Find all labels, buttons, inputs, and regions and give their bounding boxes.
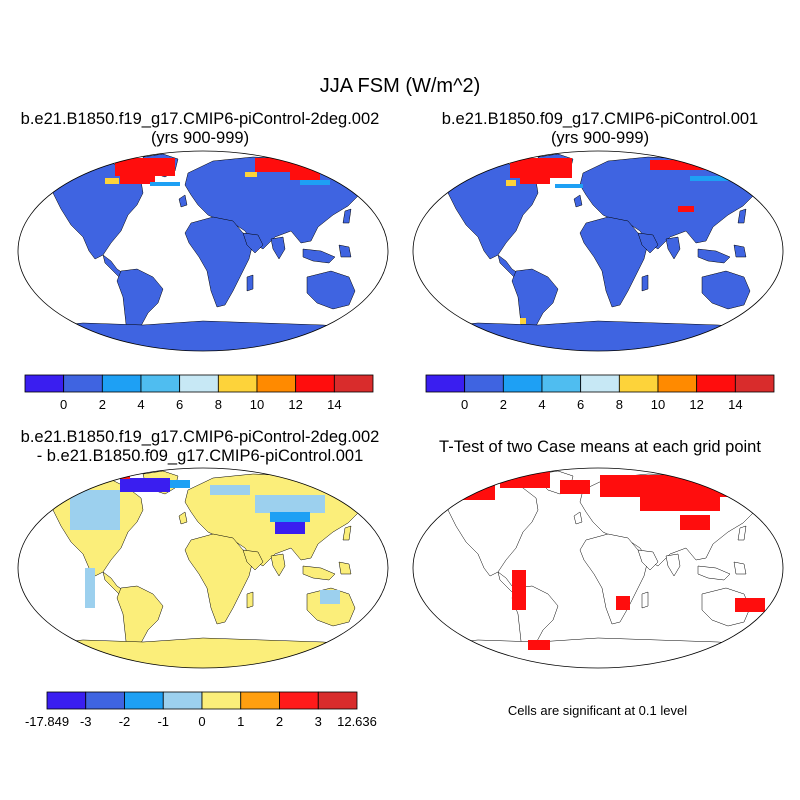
colorbar-tick-label: 14 bbox=[327, 397, 341, 412]
panel-title-line1: b.e21.B1850.f19_g17.CMIP6-piControl-2deg… bbox=[20, 110, 380, 128]
colorbar-swatch bbox=[502, 374, 543, 393]
colorbar-swatch bbox=[140, 374, 181, 393]
colorbar-swatch bbox=[317, 691, 358, 710]
colorbar-swatch bbox=[24, 374, 65, 393]
colorbar-swatch bbox=[124, 691, 164, 710]
panel-title-top-right: b.e21.B1850.f09_g17.CMIP6-piControl.001 … bbox=[400, 110, 800, 148]
colorbar-swatch bbox=[279, 691, 319, 710]
panel-title-line2: - b.e21.B1850.f09_g17.CMIP6-piControl.00… bbox=[36, 447, 364, 465]
panel-title-line1: T-Test of two Case means at each grid po… bbox=[439, 438, 761, 456]
map-border bbox=[17, 467, 389, 669]
panel-title-bottom-right: T-Test of two Case means at each grid po… bbox=[400, 438, 800, 457]
colorbar-swatch bbox=[580, 374, 620, 393]
colorbar-swatch bbox=[63, 374, 103, 393]
snowmelt-mid bbox=[105, 172, 257, 184]
map-border bbox=[17, 150, 389, 352]
colorbar-swatch bbox=[696, 374, 736, 393]
colorbar-tick-label: 1 bbox=[237, 714, 244, 729]
colorbar-swatch bbox=[618, 374, 659, 393]
colorbar-tick-label: 10 bbox=[651, 397, 665, 412]
snowmelt-low bbox=[150, 180, 330, 186]
colorbar-tick-label: 0 bbox=[60, 397, 67, 412]
colorbar-tick-label: 4 bbox=[137, 397, 144, 412]
panel-title-top-left: b.e21.B1850.f19_g17.CMIP6-piControl-2deg… bbox=[0, 110, 400, 148]
colorbar-swatch bbox=[217, 374, 258, 393]
diff-negative-strong bbox=[60, 478, 305, 534]
colorbar-swatch bbox=[464, 374, 504, 393]
colorbar-tick-label: 12.636 bbox=[337, 714, 377, 729]
colorbar-swatch bbox=[162, 691, 203, 710]
panel-title-line1: b.e21.B1850.f19_g17.CMIP6-piControl-2deg… bbox=[20, 428, 380, 446]
colorbar-tick-label: 6 bbox=[176, 397, 183, 412]
colorbar-tick-label: 2 bbox=[276, 714, 283, 729]
map-border bbox=[412, 150, 784, 352]
colorbar-tick-label: 8 bbox=[215, 397, 222, 412]
panel-title-line2: (yrs 900-999) bbox=[550, 129, 650, 147]
panel-title-line1: b.e21.B1850.f09_g17.CMIP6-piControl.001 bbox=[441, 110, 759, 128]
colorbar-swatch bbox=[179, 374, 219, 393]
colorbar-swatch bbox=[201, 691, 242, 710]
colorbar-swatch bbox=[425, 374, 466, 393]
colorbar-swatch bbox=[333, 374, 374, 393]
colorbar-tick-label: 0 bbox=[461, 397, 468, 412]
colorbar-bottom-left: -17.849 -3 -2 -1 0 1 2 3 12.636 bbox=[25, 691, 377, 729]
colorbar-top-right: 0 2 4 6 8 10 12 14 bbox=[425, 374, 775, 412]
colorbar-tick-label: 10 bbox=[250, 397, 264, 412]
map-bottom-right bbox=[412, 467, 784, 669]
colorbar-swatch bbox=[85, 691, 125, 710]
map-top-right bbox=[412, 150, 784, 352]
snowmelt-mid bbox=[506, 180, 526, 324]
colorbar-swatch bbox=[734, 374, 775, 393]
colorbar-tick-label: 0 bbox=[198, 714, 205, 729]
colorbar-tick-label: 6 bbox=[577, 397, 584, 412]
colorbar-tick-label: -2 bbox=[119, 714, 131, 729]
map-bottom-left bbox=[17, 467, 389, 669]
figure-title: JJA FSM (W/m^2) bbox=[319, 75, 481, 97]
colorbar-swatch bbox=[46, 691, 87, 710]
colorbar-swatch bbox=[256, 374, 297, 393]
diff-negative-mid bbox=[170, 480, 310, 522]
colorbar-tick-label: -1 bbox=[157, 714, 169, 729]
colorbar-tick-label: 2 bbox=[500, 397, 507, 412]
colorbar-tick-label: -3 bbox=[80, 714, 92, 729]
diff-negative-light bbox=[70, 485, 340, 608]
map-border bbox=[412, 467, 784, 669]
colorbar-tick-label: 14 bbox=[728, 397, 742, 412]
colorbar-swatch bbox=[240, 691, 280, 710]
colorbar-tick-label: 4 bbox=[538, 397, 545, 412]
map-top-left bbox=[17, 150, 389, 352]
colorbar-swatch bbox=[541, 374, 582, 393]
colorbar-tick-label: 8 bbox=[616, 397, 623, 412]
colorbar-swatch bbox=[657, 374, 698, 393]
colorbar-tick-label: 12 bbox=[288, 397, 302, 412]
colorbar-tick-label: -17.849 bbox=[25, 714, 69, 729]
colorbar-tick-label: 12 bbox=[689, 397, 703, 412]
colorbar-tick-label: 3 bbox=[315, 714, 322, 729]
panel-title-line2: (yrs 900-999) bbox=[150, 129, 250, 147]
colorbar-tick-label: 2 bbox=[99, 397, 106, 412]
snowmelt-low bbox=[555, 176, 730, 188]
colorbar-swatch bbox=[101, 374, 142, 393]
colorbar-top-left: 0 2 4 6 8 10 12 14 bbox=[24, 374, 374, 412]
colorbar-swatch bbox=[295, 374, 335, 393]
panel-title-bottom-left: b.e21.B1850.f19_g17.CMIP6-piControl-2deg… bbox=[0, 428, 400, 466]
significance-note: Cells are significant at 0.1 level bbox=[507, 703, 688, 718]
